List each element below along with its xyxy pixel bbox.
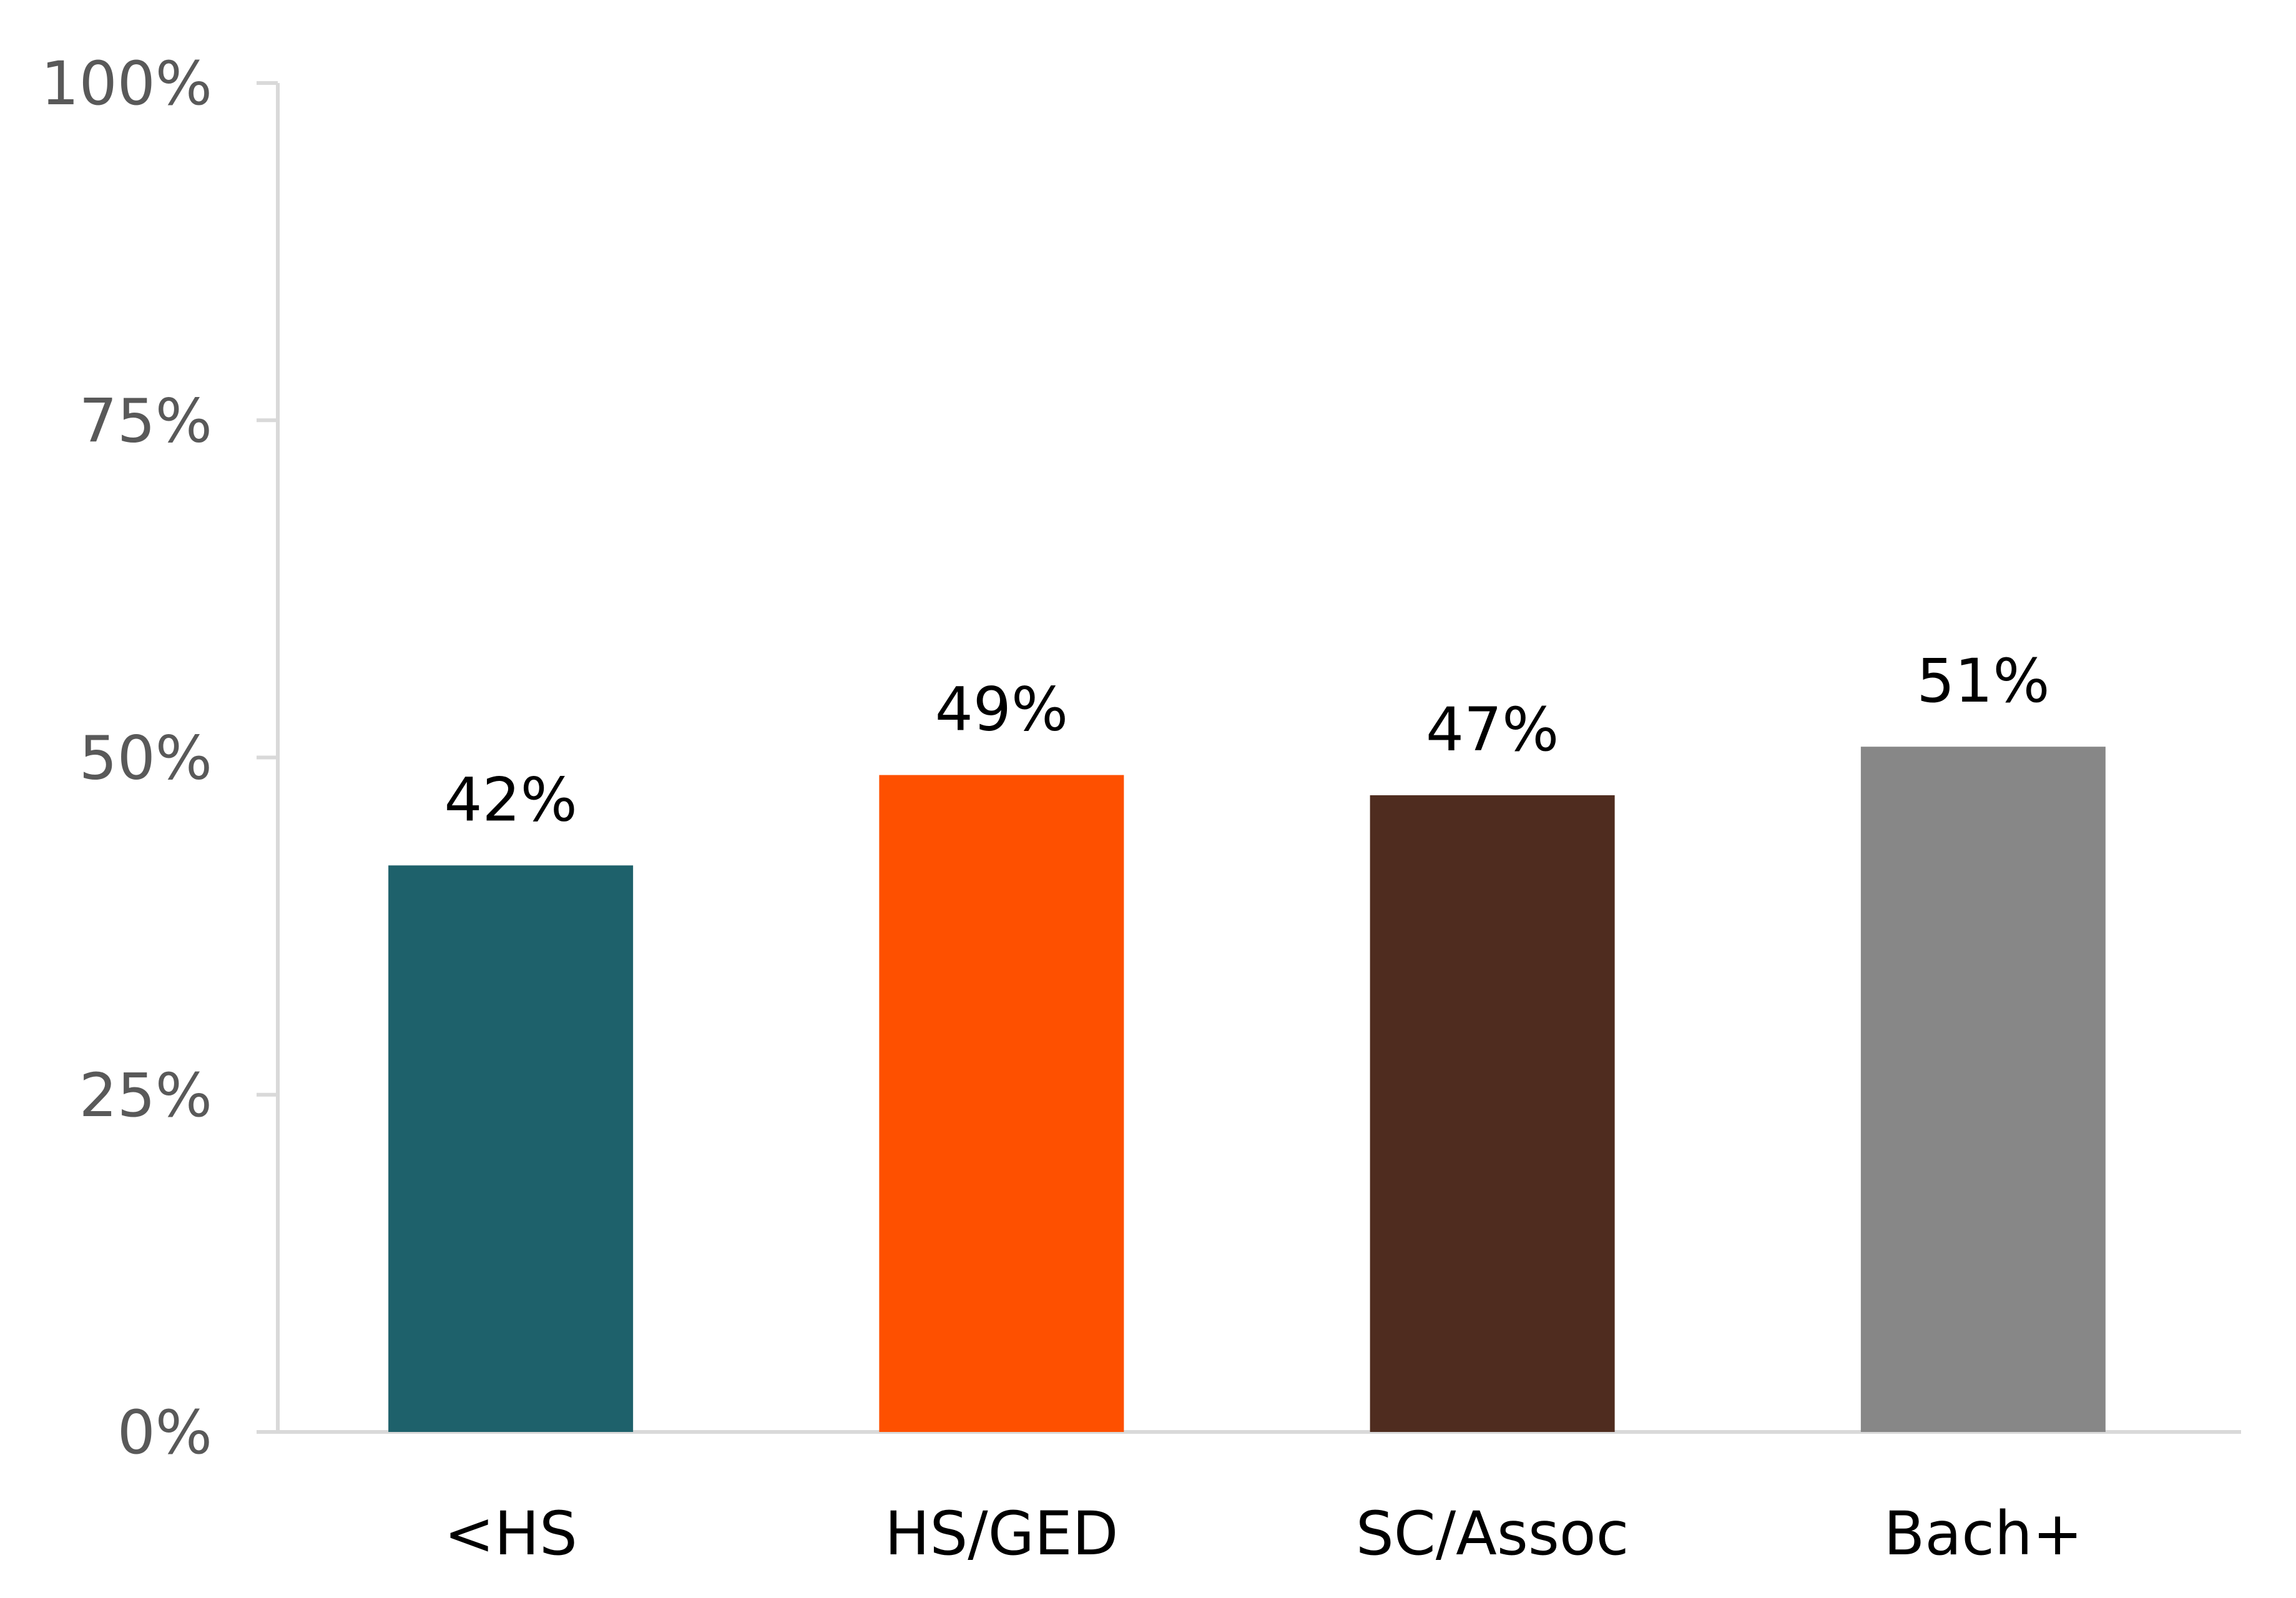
y-tick-label: 0% (117, 1398, 212, 1468)
x-tick-label: HS/GED (885, 1499, 1118, 1569)
y-ticks: 0% 25% 50% 75% 100% (41, 49, 278, 1468)
x-tick-label: <HS (444, 1499, 577, 1569)
bar-data-label: 47% (1426, 695, 1559, 765)
x-tick-labels: <HS HS/GED SC/Assoc Bach+ (444, 1499, 2083, 1569)
bar-data-label: 42% (444, 765, 577, 835)
bar (388, 865, 634, 1432)
bar (1370, 795, 1615, 1432)
y-tick-label: 50% (79, 723, 212, 793)
bar-data-label: 49% (935, 675, 1068, 745)
x-tick-label: Bach+ (1884, 1499, 2083, 1569)
bars (388, 747, 2106, 1432)
y-tick-label: 25% (79, 1061, 212, 1130)
data-labels: 42% 49% 47% 51% (444, 646, 2049, 835)
bar (879, 775, 1124, 1432)
y-tick-label: 100% (41, 49, 212, 119)
bar-data-label: 51% (1916, 646, 2049, 716)
bar (1860, 747, 2106, 1432)
x-tick-label: SC/Assoc (1356, 1499, 1629, 1569)
y-tick-label: 75% (79, 386, 212, 456)
